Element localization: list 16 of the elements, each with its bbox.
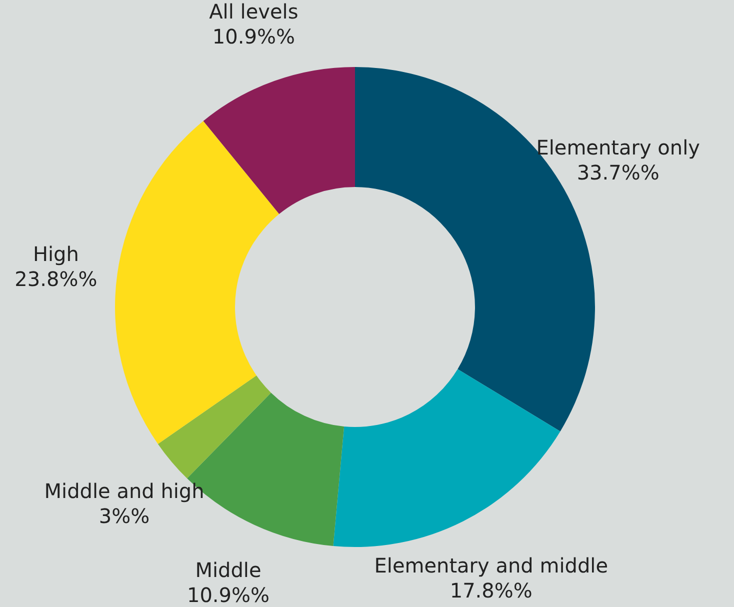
donut-slice <box>158 375 272 478</box>
slice-label: Elementary only <box>536 136 700 160</box>
data-label: 10.9%% <box>186 583 270 607</box>
data-label: 33.7%% <box>576 160 660 185</box>
donut-slice <box>115 121 280 444</box>
data-label: 10.9%% <box>212 24 295 48</box>
data-label: 3%% <box>98 504 150 528</box>
slice-label: Middle and high <box>44 478 204 503</box>
slice-label: High <box>32 242 79 266</box>
slice-label: Elementary and middle <box>374 554 608 578</box>
donut-slice <box>203 67 355 214</box>
data-label: 17.8%% <box>450 578 532 603</box>
data-label: 23.8%% <box>14 266 98 291</box>
slice-label: All levels <box>209 0 298 24</box>
slice-label: Middle <box>195 558 262 582</box>
donut-slice <box>333 369 560 547</box>
